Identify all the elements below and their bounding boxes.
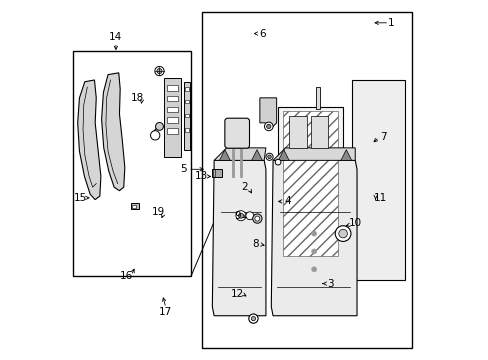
Text: 13: 13 (195, 171, 208, 181)
Bar (315, 87, 320, 109)
Bar (166, 107, 178, 112)
Polygon shape (251, 150, 262, 160)
Bar (185, 87, 189, 91)
Polygon shape (214, 148, 265, 160)
Circle shape (311, 231, 316, 236)
Circle shape (254, 216, 259, 221)
Polygon shape (102, 73, 124, 191)
Bar (166, 96, 178, 102)
Text: 18: 18 (130, 93, 143, 103)
Circle shape (245, 212, 253, 220)
Circle shape (235, 211, 245, 221)
Bar (310, 116, 328, 148)
Circle shape (252, 214, 262, 223)
FancyBboxPatch shape (224, 118, 249, 148)
Bar (185, 114, 189, 117)
Circle shape (150, 131, 160, 140)
Bar (166, 85, 178, 91)
Circle shape (311, 249, 316, 254)
Circle shape (335, 226, 350, 242)
Circle shape (248, 314, 258, 323)
Text: 8: 8 (251, 239, 258, 249)
Polygon shape (351, 80, 405, 280)
Polygon shape (272, 148, 354, 160)
Circle shape (155, 66, 164, 76)
Bar (131, 203, 139, 209)
Text: 1: 1 (387, 18, 393, 28)
Polygon shape (340, 150, 351, 160)
Bar (185, 128, 189, 132)
Bar (211, 169, 221, 177)
Text: 4: 4 (284, 197, 290, 206)
Text: 2: 2 (241, 182, 247, 192)
Text: 7: 7 (380, 132, 386, 142)
Polygon shape (278, 107, 342, 260)
Text: 10: 10 (348, 218, 361, 228)
Polygon shape (278, 150, 288, 160)
Text: 19: 19 (152, 207, 165, 217)
Bar (73, 51, 190, 276)
Circle shape (338, 229, 346, 238)
Bar (132, 204, 136, 207)
Text: 11: 11 (373, 193, 386, 203)
Bar (201, 12, 411, 348)
Text: 9: 9 (234, 211, 240, 221)
Bar (164, 78, 181, 157)
Circle shape (267, 155, 271, 158)
Circle shape (266, 124, 270, 129)
Bar (166, 128, 178, 134)
Circle shape (157, 68, 162, 73)
Circle shape (275, 159, 281, 165)
Circle shape (264, 122, 272, 131)
Text: 12: 12 (230, 289, 244, 299)
Bar (166, 117, 178, 123)
Bar (185, 100, 189, 103)
Circle shape (238, 213, 243, 218)
Polygon shape (271, 160, 356, 316)
Polygon shape (212, 160, 265, 316)
Text: 6: 6 (259, 28, 265, 39)
Text: 16: 16 (120, 271, 133, 282)
Bar (288, 116, 306, 148)
Text: 17: 17 (159, 307, 172, 317)
Polygon shape (78, 80, 101, 200)
Circle shape (251, 316, 255, 321)
Text: 14: 14 (109, 32, 122, 42)
Polygon shape (259, 98, 276, 128)
Bar (184, 82, 190, 150)
Circle shape (155, 122, 163, 130)
Text: 5: 5 (180, 164, 187, 174)
Text: 3: 3 (326, 279, 333, 289)
Text: 15: 15 (73, 193, 87, 203)
Polygon shape (219, 150, 230, 160)
Circle shape (311, 267, 316, 272)
Polygon shape (282, 111, 338, 256)
Circle shape (265, 153, 272, 160)
